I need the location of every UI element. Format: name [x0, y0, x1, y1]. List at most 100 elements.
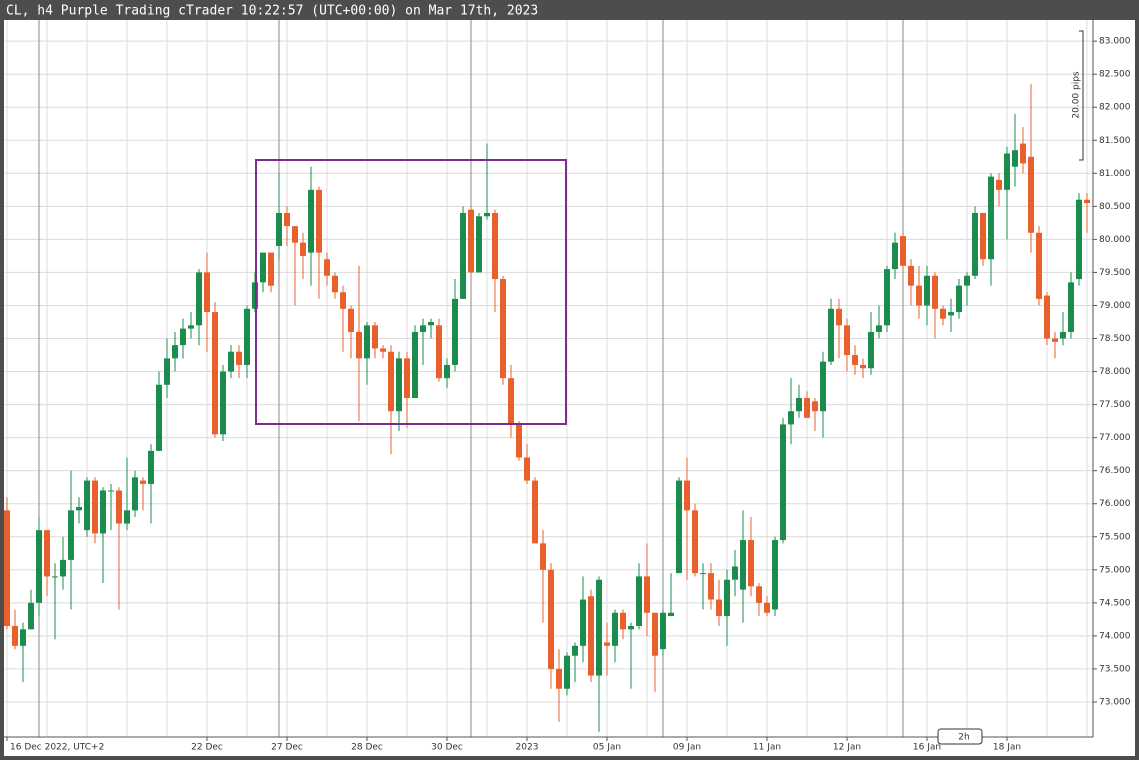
y-tick-label: 81.500	[1099, 136, 1131, 146]
candle-body	[1020, 143, 1026, 164]
rectangle-drawing	[255, 159, 567, 425]
x-tick-label: 16 Dec 2022, UTC+2	[10, 743, 104, 753]
candle-body	[1052, 338, 1058, 342]
candle-body	[404, 358, 410, 398]
candle-body	[684, 480, 690, 511]
candle-body	[748, 540, 754, 587]
candle-body	[444, 364, 450, 379]
y-tick-label: 75.000	[1099, 565, 1131, 575]
candle-body	[772, 540, 778, 610]
candle-body	[476, 216, 482, 273]
candle-body	[996, 179, 1002, 190]
candle-body	[324, 259, 330, 276]
candle-body	[4, 510, 10, 626]
candle-body	[556, 668, 562, 689]
candle-body	[716, 599, 722, 617]
candle-body	[380, 348, 386, 352]
ruler	[1079, 30, 1084, 161]
candle-body	[44, 530, 50, 577]
candle-body	[620, 612, 626, 630]
candle-body	[796, 397, 802, 412]
candle-body	[700, 573, 706, 575]
x-tick-label: 27 Dec	[271, 743, 303, 753]
candle-body	[876, 325, 882, 332]
candle-body	[812, 401, 818, 412]
candle-body	[348, 308, 354, 332]
candle-body	[780, 424, 786, 541]
candle-body	[36, 530, 42, 603]
candle-body	[52, 576, 58, 578]
candle-body	[756, 586, 762, 603]
candle-body	[1028, 156, 1034, 233]
timeframe-label[interactable]: 2h	[958, 733, 969, 743]
candle-body	[588, 596, 594, 676]
x-tick-label: 30 Dec	[431, 743, 463, 753]
candle-body	[644, 576, 650, 613]
candle-body	[436, 325, 442, 379]
candle-body	[500, 279, 506, 379]
candle-body	[332, 275, 338, 293]
candle-body	[948, 312, 954, 316]
candle-body	[308, 189, 314, 253]
candle-body	[396, 358, 402, 412]
y-tick-label: 82.500	[1099, 70, 1131, 80]
x-tick-label: 18 Jan	[993, 743, 1021, 753]
candle-body	[628, 625, 634, 630]
candle-body	[668, 612, 674, 617]
candle-body	[468, 209, 474, 273]
candle-body	[860, 364, 866, 369]
candle-body	[844, 325, 850, 356]
candle-body	[28, 602, 34, 630]
candle-body	[580, 599, 586, 646]
candle-body	[492, 212, 498, 280]
candle-body	[972, 212, 978, 276]
candle-body	[660, 612, 666, 650]
candle-body	[260, 252, 266, 283]
plot-background	[4, 20, 1135, 756]
candle-body	[548, 569, 554, 669]
candle-body	[604, 642, 610, 646]
y-tick-label: 83.000	[1099, 37, 1131, 47]
candle-body	[212, 312, 218, 435]
candle-body	[204, 272, 210, 313]
candle-body	[340, 292, 346, 309]
candle-body	[196, 272, 202, 326]
x-tick-label: 09 Jan	[673, 743, 701, 753]
candle-body	[892, 242, 898, 270]
candle-body	[828, 308, 834, 362]
candle-body	[60, 559, 66, 577]
candle-body	[732, 566, 738, 580]
candle-body	[420, 325, 426, 332]
y-tick-label: 73.000	[1099, 697, 1131, 707]
candle-body	[236, 351, 242, 365]
candle-body	[92, 480, 98, 534]
candle-body	[148, 450, 154, 484]
candle-body	[908, 265, 914, 286]
candle-body	[708, 573, 714, 600]
candle-body	[1060, 331, 1066, 339]
candle-body	[836, 308, 842, 326]
y-tick-label: 77.000	[1099, 433, 1131, 443]
x-tick-label: 22 Dec	[191, 743, 223, 753]
y-tick-label: 74.000	[1099, 631, 1131, 641]
candle-body	[84, 480, 90, 531]
candle-body	[284, 212, 290, 227]
x-tick-label: 05 Jan	[593, 743, 621, 753]
y-tick-label: 74.500	[1099, 598, 1131, 608]
timeframe-box[interactable]	[937, 728, 983, 745]
candle-body	[900, 236, 906, 266]
candle-body	[372, 325, 378, 349]
x-tick-label: 2023	[516, 743, 539, 753]
y-tick-label: 82.000	[1099, 103, 1131, 113]
candle-body	[292, 226, 298, 243]
candle-body	[932, 275, 938, 309]
candle-body	[980, 212, 986, 260]
candle-body	[300, 242, 306, 256]
candle-body	[460, 212, 466, 299]
candle-body	[540, 543, 546, 570]
ruler-label: 20.00 pips	[1072, 71, 1082, 119]
candle-body	[268, 252, 274, 286]
candle-body	[868, 331, 874, 369]
candle-body	[412, 331, 418, 398]
y-tick-label: 79.500	[1099, 268, 1131, 278]
